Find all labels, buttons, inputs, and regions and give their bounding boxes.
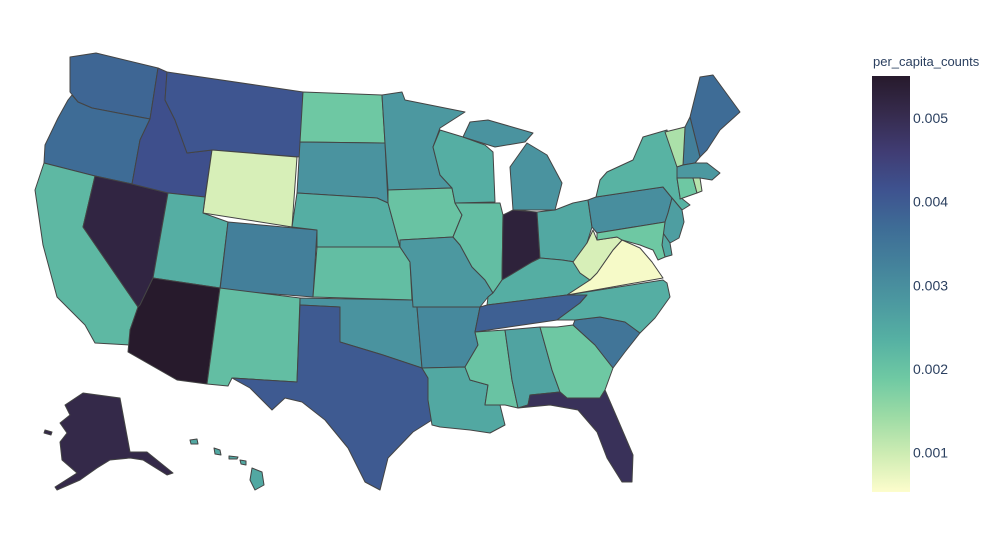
state-tx[interactable]: TX: 0.004 [231, 304, 433, 491]
colorbar-tick-label: 0.004 [913, 194, 948, 210]
state-nc[interactable]: NC: 0.0024 [556, 279, 671, 334]
state-fl[interactable]: FL: 0.0049 [517, 389, 634, 483]
state-nm[interactable]: NM: 0.0021 [206, 287, 301, 387]
state-il[interactable]: IL: 0.0021 [452, 202, 504, 294]
colorbar-gradient [872, 76, 910, 492]
colorbar-tick-label: 0.002 [913, 361, 948, 377]
states-layer: WA: 0.0038OR: 0.0037CA: 0.0022NV: 0.0052… [34, 52, 741, 491]
state-md[interactable]: MD: 0.0019 [596, 221, 666, 261]
state-co[interactable]: CO: 0.0033 [219, 221, 318, 298]
state-ct[interactable]: CT: 0.0019 [676, 177, 698, 200]
state-ks[interactable]: KS: 0.0021 [312, 246, 413, 301]
state-nd[interactable]: ND: 0.0019 [299, 91, 386, 144]
state-me[interactable]: ME: 0.0037 [689, 74, 741, 158]
state-wi[interactable]: WI: 0.0024 [432, 129, 496, 204]
state-ma[interactable]: MA: 0.0028 [676, 162, 721, 181]
state-ri[interactable]: RI: 0.0012 [692, 177, 703, 194]
colorbar-tick-label: 0.005 [913, 110, 948, 126]
colorbar-tick-label: 0.003 [913, 277, 948, 293]
state-hi[interactable]: HI: 0.0025 [189, 438, 265, 491]
colorbar-tick-label: 0.001 [913, 445, 948, 461]
state-mt[interactable]: MT: 0.0041 [164, 71, 304, 158]
colorbar: per_capita_counts 0.001 0.002 0.003 0.004 0.… [872, 54, 980, 492]
state-ak[interactable]: AK: 0.0051 [43, 392, 174, 491]
state-wy[interactable]: WY: 0.0009 [202, 149, 298, 228]
colorbar-title: per_capita_counts [873, 54, 980, 69]
